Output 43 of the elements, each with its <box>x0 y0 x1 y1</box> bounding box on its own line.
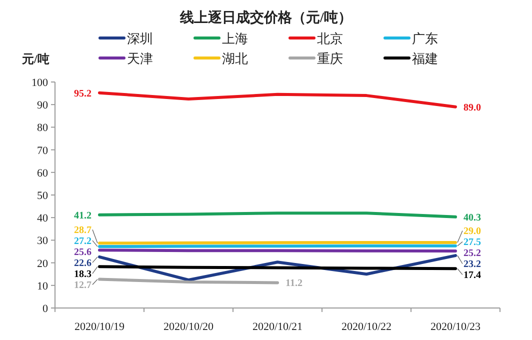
y-tick-label: 40 <box>37 212 48 225</box>
y-tick-label: 30 <box>37 235 48 248</box>
data-label: 22.6 <box>74 258 92 270</box>
y-tick-label: 0 <box>42 303 48 315</box>
data-label: 25.2 <box>464 248 481 260</box>
data-label: 28.7 <box>74 225 92 236</box>
chart-title: 线上逐日成交价格（元/吨） <box>179 9 352 26</box>
data-label: 11.2 <box>286 278 302 290</box>
legend-label: 福建 <box>412 51 438 66</box>
y-tick-label: 100 <box>32 77 48 89</box>
y-axis-title: 元/吨 <box>21 52 50 66</box>
y-tick-label: 70 <box>37 144 48 157</box>
legend-label: 深圳 <box>127 31 153 46</box>
legend-label: 上海 <box>222 31 248 46</box>
data-label: 17.4 <box>464 270 481 282</box>
data-label: 95.2 <box>74 88 92 100</box>
data-label: 27.2 <box>74 236 92 248</box>
data-label: 41.2 <box>74 210 92 222</box>
data-label: 40.3 <box>464 212 481 224</box>
data-label: 18.3 <box>74 269 92 280</box>
data-label: 29.0 <box>464 226 481 238</box>
x-tick-label: 2020/10/21 <box>252 321 303 333</box>
y-tick-label: 90 <box>37 100 48 112</box>
line-series <box>98 91 457 108</box>
legend-label: 重庆 <box>317 51 343 66</box>
x-tick-label: 2020/10/20 <box>163 321 214 333</box>
y-tick-label: 80 <box>37 122 48 134</box>
legend-label: 广东 <box>412 31 438 46</box>
data-label: 12.7 <box>74 280 92 292</box>
data-label: 23.2 <box>464 259 481 270</box>
data-label: 27.5 <box>464 237 481 248</box>
data-label: 89.0 <box>464 102 481 114</box>
y-tick-label: 50 <box>37 190 48 202</box>
legend-label: 北京 <box>317 31 343 46</box>
y-tick-label: 20 <box>37 258 48 270</box>
x-tick-label: 2020/10/22 <box>341 321 392 333</box>
data-label: 25.6 <box>74 247 92 258</box>
x-tick-label: 2020/10/19 <box>74 321 126 333</box>
y-tick-label: 10 <box>37 280 48 292</box>
x-tick-label: 2020/10/23 <box>430 321 482 333</box>
legend-label: 湖北 <box>222 51 248 66</box>
y-tick-label: 60 <box>37 167 48 180</box>
legend-label: 天津 <box>127 51 153 66</box>
